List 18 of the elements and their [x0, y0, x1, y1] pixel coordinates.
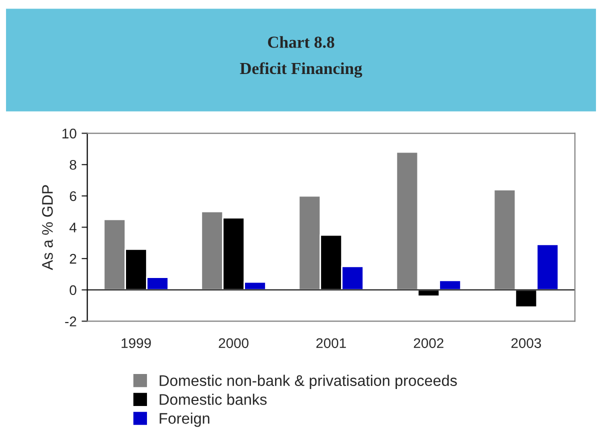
- y-tick-label: 0: [70, 285, 76, 296]
- legend-label: Domestic banks: [160, 394, 267, 405]
- y-tick-label: 2: [70, 254, 76, 264]
- x-tick-label: 2000: [218, 338, 248, 348]
- y-tick-label: 6: [70, 191, 76, 202]
- chart-subtitle: Deficit Financing: [240, 62, 362, 78]
- y-tick-label: 8: [70, 160, 76, 170]
- y-axis-title: As a % GDP: [42, 185, 53, 270]
- x-tick-label: 2001: [316, 338, 346, 348]
- x-tick-label: 2002: [414, 338, 444, 348]
- x-tick-label: 2003: [511, 338, 541, 348]
- y-tick-label: -2: [65, 316, 76, 326]
- x-tick-label: 1999: [122, 338, 151, 348]
- chart-title: Chart 8.8: [268, 36, 334, 48]
- legend-label: Domestic non-bank & privatisation proceeds: [160, 374, 457, 390]
- legend-label: Foreign: [160, 412, 210, 427]
- y-tick-label: 4: [69, 222, 76, 232]
- y-tick-label: 10: [62, 128, 76, 138]
